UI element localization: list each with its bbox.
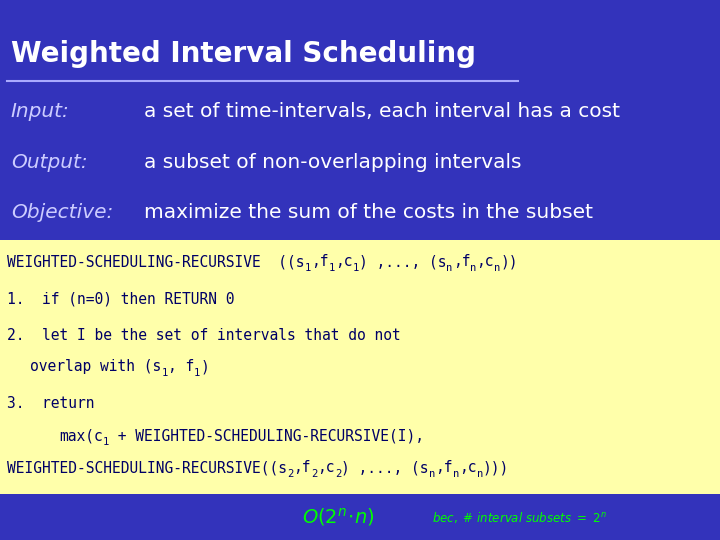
Text: ,c: ,c xyxy=(335,254,353,269)
Text: n: n xyxy=(446,264,453,273)
Text: 2: 2 xyxy=(335,469,341,480)
Text: ,f: ,f xyxy=(453,254,470,269)
Bar xyxy=(0,240,720,494)
Text: n: n xyxy=(429,469,435,480)
Text: max(c: max(c xyxy=(59,428,103,443)
Text: 1: 1 xyxy=(103,437,109,447)
Text: ,f: ,f xyxy=(435,461,453,475)
Text: 2: 2 xyxy=(311,469,318,480)
Text: $O(2^n{\!\cdot\!}n)$: $O(2^n{\!\cdot\!}n)$ xyxy=(302,506,375,528)
Text: WEIGHTED-SCHEDULING-RECURSIVE  ((s: WEIGHTED-SCHEDULING-RECURSIVE ((s xyxy=(7,254,305,269)
Text: + WEIGHTED-SCHEDULING-RECURSIVE(I),: + WEIGHTED-SCHEDULING-RECURSIVE(I), xyxy=(109,428,424,443)
Text: Weighted Interval Scheduling: Weighted Interval Scheduling xyxy=(11,40,476,68)
Text: ,f: ,f xyxy=(311,254,328,269)
Text: WEIGHTED-SCHEDULING-RECURSIVE((s: WEIGHTED-SCHEDULING-RECURSIVE((s xyxy=(7,461,287,475)
Text: maximize the sum of the costs in the subset: maximize the sum of the costs in the sub… xyxy=(144,202,593,221)
Text: ,c: ,c xyxy=(318,461,335,475)
Text: 1: 1 xyxy=(194,368,200,378)
Text: n: n xyxy=(477,469,483,480)
Text: ) ,..., (s: ) ,..., (s xyxy=(359,254,446,269)
Text: ))): ))) xyxy=(483,461,509,475)
Text: )): )) xyxy=(500,254,518,269)
Text: ,f: ,f xyxy=(294,461,311,475)
Text: Output:: Output: xyxy=(11,152,87,172)
Text: 1: 1 xyxy=(161,368,168,378)
Text: a set of time-intervals, each interval has a cost: a set of time-intervals, each interval h… xyxy=(144,103,620,122)
Text: n: n xyxy=(494,264,500,273)
Text: n: n xyxy=(470,264,477,273)
Text: 2: 2 xyxy=(287,469,294,480)
Text: ,c: ,c xyxy=(477,254,494,269)
Text: 3.  return: 3. return xyxy=(7,396,95,411)
Text: ) ,..., (s: ) ,..., (s xyxy=(341,461,429,475)
Text: a subset of non-overlapping intervals: a subset of non-overlapping intervals xyxy=(144,152,521,172)
Text: Input:: Input: xyxy=(11,103,70,122)
Text: , f: , f xyxy=(168,359,194,374)
Text: 1: 1 xyxy=(305,264,311,273)
Text: $bec,\ \#\ interval\ subsets\ =\ 2^n$: $bec,\ \#\ interval\ subsets\ =\ 2^n$ xyxy=(432,510,607,524)
Text: n: n xyxy=(453,469,459,480)
Text: 1: 1 xyxy=(328,264,335,273)
Text: 2.  let I be the set of intervals that do not: 2. let I be the set of intervals that do… xyxy=(7,328,401,343)
Text: ): ) xyxy=(200,359,210,374)
Text: overlap with (s: overlap with (s xyxy=(30,359,161,374)
Text: 1.  if (n=0) then RETURN 0: 1. if (n=0) then RETURN 0 xyxy=(7,291,235,306)
Text: Objective:: Objective: xyxy=(11,202,113,221)
Text: ,c: ,c xyxy=(459,461,477,475)
Text: 1: 1 xyxy=(353,264,359,273)
